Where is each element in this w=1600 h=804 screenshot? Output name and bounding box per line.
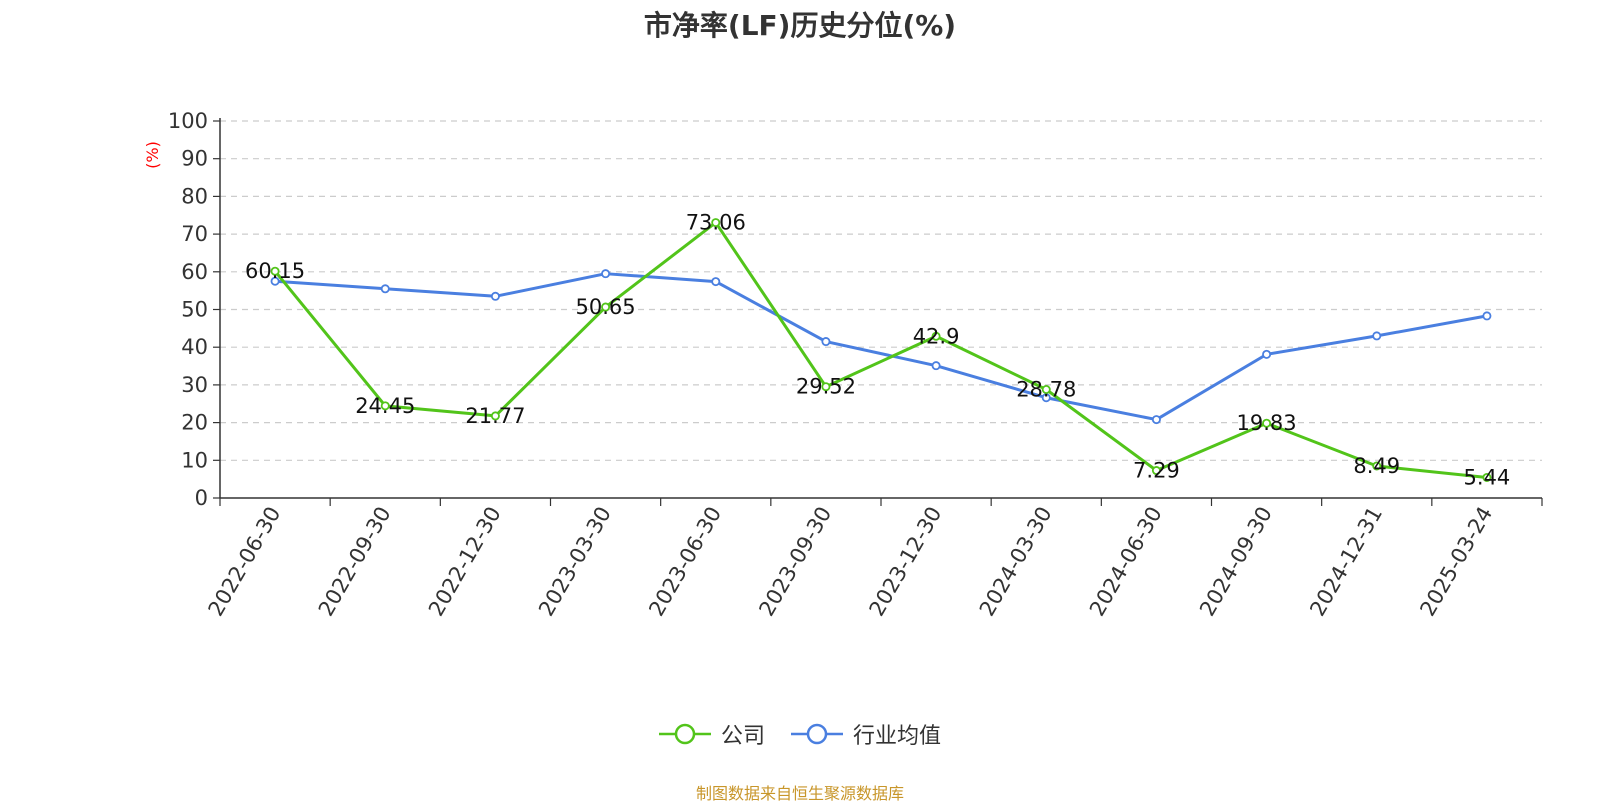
legend: 公司 行业均值 bbox=[0, 718, 1600, 750]
y-tick-label: 30 bbox=[181, 373, 208, 397]
y-tick-label: 50 bbox=[181, 298, 208, 322]
series-lines bbox=[270, 218, 1492, 482]
industry-point[interactable] bbox=[821, 337, 831, 347]
company-point[interactable] bbox=[601, 302, 611, 312]
company-point[interactable] bbox=[1041, 384, 1051, 394]
data-label: 5.44 bbox=[1464, 465, 1511, 489]
x-tick-label: 2022-12-30 bbox=[424, 502, 506, 620]
x-tick-label: 2024-09-30 bbox=[1195, 503, 1277, 621]
legend-label-company: 公司 bbox=[720, 724, 765, 749]
legend-item-company[interactable]: 公司 bbox=[658, 718, 765, 750]
industry-point[interactable] bbox=[1482, 311, 1492, 321]
data-label: 21.77 bbox=[465, 404, 525, 428]
source-note: 制图数据来自恒生聚源数据库 bbox=[695, 784, 904, 803]
company-point[interactable] bbox=[1482, 472, 1492, 482]
chart-title: 市净率(LF)历史分位(%) bbox=[643, 9, 957, 42]
y-tick-label: 90 bbox=[181, 147, 208, 171]
y-tick-label: 60 bbox=[181, 260, 208, 284]
company-point[interactable] bbox=[711, 218, 721, 228]
y-axis-label: (%) bbox=[143, 141, 162, 169]
line-circle-icon bbox=[791, 723, 843, 745]
x-tick-label: 2022-06-30 bbox=[204, 503, 286, 621]
y-tick-label: 40 bbox=[181, 335, 208, 359]
company-point[interactable] bbox=[931, 331, 941, 341]
data-label: 42.9 bbox=[913, 324, 960, 348]
data-label: 28.78 bbox=[1016, 377, 1076, 401]
x-tick-label: 2023-09-30 bbox=[754, 503, 836, 621]
industry-point[interactable] bbox=[1151, 415, 1161, 425]
data-label: 50.65 bbox=[576, 295, 636, 319]
industry-point[interactable] bbox=[380, 284, 390, 294]
x-tick-label: 2024-12-31 bbox=[1305, 503, 1387, 621]
x-tick-label: 2024-03-30 bbox=[975, 503, 1057, 621]
company-line bbox=[273, 221, 1488, 479]
data-label: 7.29 bbox=[1133, 459, 1180, 483]
company-point[interactable] bbox=[380, 401, 390, 411]
legend-item-industry[interactable]: 行业均值 bbox=[791, 718, 941, 750]
legend-label-industry: 行业均值 bbox=[853, 724, 942, 749]
y-tick-label: 10 bbox=[181, 448, 208, 472]
x-tick-label: 2023-06-30 bbox=[644, 503, 726, 621]
y-tick-label: 0 bbox=[195, 486, 208, 510]
industry-point[interactable] bbox=[1041, 393, 1051, 403]
company-point[interactable] bbox=[1372, 461, 1382, 471]
company-point[interactable] bbox=[1151, 466, 1161, 476]
company-point[interactable] bbox=[1262, 418, 1272, 428]
y-tick-label: 100 bbox=[168, 109, 208, 133]
data-label: 60.15 bbox=[245, 259, 305, 283]
industry-point[interactable] bbox=[490, 291, 500, 301]
data-label: 19.83 bbox=[1237, 411, 1297, 435]
data-labels: 60.15 24.45 21.77 50.65 73.06 29.52 42.9 28.78 7… bbox=[245, 211, 1510, 490]
y-tick-label: 70 bbox=[181, 222, 208, 246]
data-label: 8.49 bbox=[1353, 454, 1400, 478]
industry-point[interactable] bbox=[931, 361, 941, 371]
industry-point[interactable] bbox=[601, 269, 611, 279]
data-label: 73.06 bbox=[686, 211, 746, 235]
x-tick-label: 2024-06-30 bbox=[1085, 503, 1167, 621]
industry-point[interactable] bbox=[270, 276, 280, 286]
company-point[interactable] bbox=[821, 382, 831, 392]
industry-point[interactable] bbox=[711, 277, 721, 287]
y-tick-label: 20 bbox=[181, 411, 208, 435]
x-tick-label: 2022-09-30 bbox=[314, 503, 396, 621]
company-point[interactable] bbox=[490, 411, 500, 421]
data-label: 24.45 bbox=[355, 394, 415, 418]
industry-point[interactable] bbox=[1262, 349, 1272, 359]
industry-point[interactable] bbox=[1372, 331, 1382, 341]
axes: 0 10 20 30 40 50 60 70 80 90 100 2022-06-30 2022-09-… bbox=[168, 109, 1543, 621]
industry-line bbox=[274, 272, 1488, 422]
y-tick-label: 80 bbox=[181, 184, 208, 208]
company-point[interactable] bbox=[270, 266, 280, 276]
line-circle-icon bbox=[658, 723, 711, 745]
grid-lines bbox=[220, 120, 1542, 461]
x-tick-label: 2025-03-24 bbox=[1415, 503, 1497, 621]
x-tick-label: 2023-03-30 bbox=[534, 503, 616, 621]
data-label: 29.52 bbox=[796, 375, 856, 399]
x-tick-label: 2023-12-30 bbox=[865, 502, 947, 620]
